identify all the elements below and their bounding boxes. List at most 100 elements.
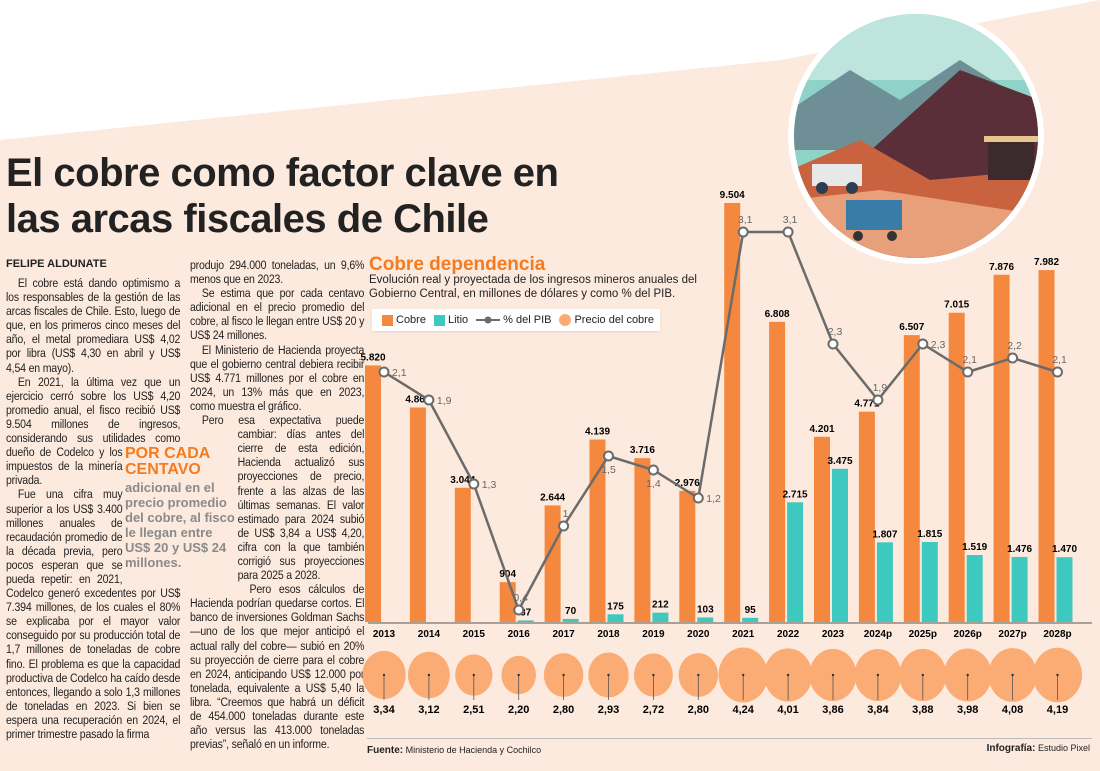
bar-label-cobre: 7.982 [1034, 257, 1059, 268]
tick-label: 2018 [597, 629, 620, 640]
pib-point [423, 394, 435, 406]
bar-cobre [769, 321, 786, 622]
price-dot [786, 673, 790, 677]
pib-label: 2,1 [1052, 354, 1067, 366]
line-marker-icon [476, 316, 501, 324]
price-dot [921, 673, 924, 677]
pib-label: 1,4 [646, 478, 661, 490]
tick-label: 2013 [373, 629, 396, 640]
paragraph: produjo 294.000 toneladas, un 9,6% menos… [190, 258, 365, 287]
chart-legend: Cobre Litio % del PIB Precio del cobre [372, 309, 660, 331]
bar-cobre [589, 439, 606, 622]
article-col1: El cobre está dando optimismo a los resp… [6, 276, 180, 741]
pib-label: 2,1 [962, 354, 977, 366]
credit-text: Estudio Pixel [1037, 743, 1090, 753]
bar-label-litio: 95 [745, 605, 757, 616]
bar-cobre [365, 365, 381, 622]
price-dot [966, 673, 969, 677]
pib-label: 2,2 [1007, 340, 1022, 352]
bar-label-cobre: 2.644 [540, 492, 565, 503]
chart-title: Cobre dependencia [369, 254, 546, 275]
price-label: 3,84 [867, 704, 889, 716]
title-line: El cobre como factor clave en [6, 151, 559, 195]
tick-label: 2024p [864, 629, 892, 640]
paragraph: Se estima que por cada centavo adicional… [190, 286, 365, 343]
bar-label-cobre: 6.808 [765, 309, 790, 320]
price-dot [652, 673, 655, 677]
bar-label-cobre: 4.201 [809, 424, 834, 435]
legend-precio: Precio del cobre [559, 314, 654, 326]
tick-label: 2026p [954, 629, 982, 640]
bar-cobre [544, 505, 561, 622]
bar-cobre [409, 407, 426, 622]
bar-litio [607, 614, 624, 622]
bar-label-cobre: 904 [499, 569, 516, 580]
legend-label: Litio [447, 314, 469, 326]
bar-label-cobre: 7.015 [944, 300, 969, 311]
pib-label: 1,2 [706, 493, 721, 505]
bar-label-cobre: 4.771 [854, 399, 879, 410]
bar-label-cobre: 9.504 [720, 190, 745, 201]
pib-label: 2,1 [392, 367, 407, 379]
article-title: El cobre como factor clave en las arcas … [6, 150, 559, 242]
price-dot [1011, 673, 1014, 677]
pib-point [1052, 366, 1063, 378]
pib-label: 3,1 [738, 214, 753, 226]
legend-swatch [559, 314, 572, 326]
bar-cobre [454, 487, 471, 622]
pib-point [468, 478, 480, 490]
pib-label: 1,9 [437, 395, 452, 407]
bar-cobre [634, 458, 651, 622]
price-label: 3,12 [418, 704, 439, 716]
tick-label: 2028p [1043, 629, 1071, 640]
source: Fuente: Ministerio de Hacienda y Cochilc… [367, 745, 541, 756]
pib-label: 0,4 [513, 592, 528, 604]
bar-label-cobre: 4.866 [405, 394, 430, 405]
title-line: las arcas fiscales de Chile [6, 197, 489, 241]
byline: FELIPE ALDUNATE [6, 258, 107, 270]
legend-swatch [433, 314, 445, 326]
price-label: 2,80 [688, 704, 709, 716]
legend-label: Precio del cobre [574, 314, 654, 326]
legend-cobre: Cobre [382, 314, 426, 326]
paragraph: El Ministerio de Hacienda proyecta que e… [190, 342, 365, 413]
source-label: Fuente: [367, 745, 404, 756]
price-dot [742, 673, 745, 677]
price-dot [382, 673, 386, 677]
price-label: 3,34 [373, 704, 395, 716]
paragraph: El cobre está dando optimismo a los resp… [6, 276, 181, 375]
bar-cobre [679, 490, 696, 622]
pib-label: 2,3 [828, 326, 843, 338]
bar-label-cobre: 5.820 [360, 352, 385, 363]
bar-label-litio: 3.475 [827, 456, 852, 467]
bar-label-cobre: 3.716 [630, 445, 655, 456]
pib-point [1007, 352, 1019, 364]
price-label: 3,98 [957, 704, 978, 716]
price-label: 2,72 [643, 704, 664, 716]
credit-label: Infografía: [986, 743, 1036, 754]
pull-quote-body: adicional en el precio promedio del cobr… [125, 480, 235, 570]
bar-label-cobre: 4.139 [585, 427, 610, 438]
bar-label-litio: 1.476 [1007, 544, 1032, 555]
chart-subtitle: Evolución real y proyectada de los ingre… [369, 274, 697, 300]
bar-cobre [993, 274, 1010, 622]
credit: Infografía: Estudio Pixel [987, 743, 1090, 754]
bar-label-cobre: 7.876 [989, 262, 1014, 273]
price-dot [562, 673, 565, 677]
bar-litio [832, 468, 848, 622]
bar-litio [787, 502, 804, 622]
bar-litio [876, 542, 893, 622]
paragraph: En 2021, la última vez que un ejercicio … [6, 374, 181, 488]
bar-label-litio: 1.519 [962, 542, 987, 553]
pib-point [647, 464, 659, 476]
bar-label-cobre: 2.976 [675, 478, 700, 489]
legend-label: % del PIB [503, 314, 552, 326]
bar-litio [742, 617, 759, 622]
bar-litio [517, 620, 534, 622]
bar-label-litio: 1.807 [872, 529, 897, 540]
price-label: 4,24 [732, 704, 754, 716]
legend-litio: Litio [433, 314, 469, 326]
pib-label: 1,5 [601, 464, 616, 476]
source-text: Ministerio de Hacienda y Cochilco [405, 745, 542, 755]
